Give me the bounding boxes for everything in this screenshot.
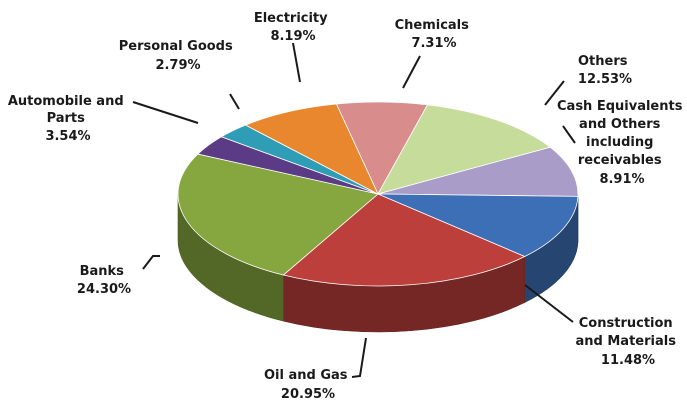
leader-oil bbox=[351, 337, 367, 378]
pie-slice-oil-and-gas bbox=[282, 193, 526, 287]
label-construction-and-materials: Construction and Materials 11.48% bbox=[576, 316, 681, 368]
label-cash-equivalents: Cash Equivalents and Others including re… bbox=[557, 99, 687, 187]
leader-banks bbox=[142, 255, 160, 270]
pie-slice-construction-and-materials bbox=[377, 193, 579, 257]
label-banks: Banks 24.30% bbox=[77, 264, 131, 297]
leader-others bbox=[544, 80, 565, 106]
pie-slice-banks bbox=[177, 153, 379, 276]
leader-cash bbox=[562, 125, 576, 144]
leader-electricity bbox=[292, 42, 301, 83]
pie-slice-others bbox=[377, 104, 552, 195]
leader-chemicals bbox=[402, 55, 421, 89]
leader-construction bbox=[524, 284, 574, 323]
leader-auto bbox=[132, 101, 199, 124]
label-chemicals: Chemicals 7.31% bbox=[395, 18, 474, 51]
leader-personal bbox=[229, 93, 240, 110]
pie-slice-electricity bbox=[244, 103, 379, 195]
label-others: Others 12.53% bbox=[578, 54, 632, 87]
label-automobile-and-parts: Automobile and Parts 3.54% bbox=[8, 94, 128, 144]
pie-slice-cash-equivalents-and-others-including-receivables bbox=[377, 146, 579, 197]
label-oil-and-gas: Oil and Gas 20.95% bbox=[264, 368, 352, 402]
label-personal-goods: Personal Goods 2.79% bbox=[119, 39, 238, 73]
pie-top-layer bbox=[177, 101, 579, 287]
label-electricity: Electricity 8.19% bbox=[254, 11, 332, 44]
